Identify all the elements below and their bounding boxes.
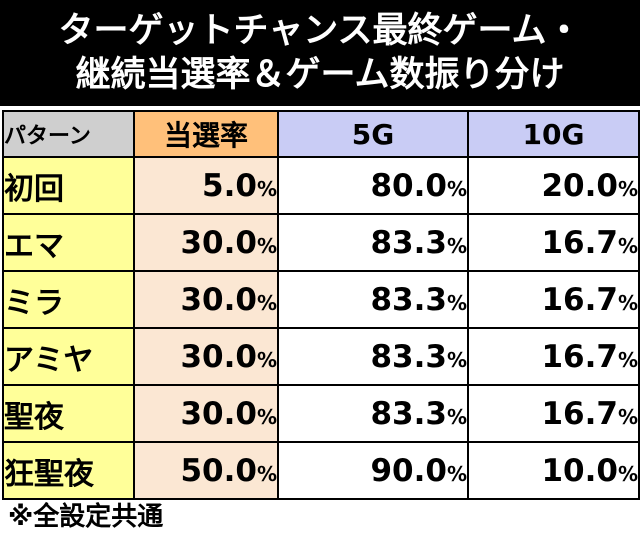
header-pattern: パターン: [2, 110, 135, 158]
page-title: ターゲットチャンス最終ゲーム・ 継続当選率＆ゲーム数振り分け: [0, 0, 640, 106]
pattern-name: エマ: [2, 213, 135, 272]
percent-value: 16.7: [541, 281, 618, 318]
title-line-1: ターゲットチャンス最終ゲーム・: [58, 11, 582, 51]
header-row: パターン 当選率 5G 10G: [2, 110, 640, 158]
table-row: 聖夜 30.0% 83.3% 16.7%: [2, 384, 640, 443]
g10-cell: 16.7%: [467, 384, 640, 443]
table-row: アミヤ 30.0% 83.3% 16.7%: [2, 327, 640, 386]
header-rate: 当選率: [133, 110, 279, 158]
percent-value: 50.0: [180, 452, 257, 489]
percent-unit: %: [256, 176, 277, 201]
percent-unit: %: [617, 347, 638, 372]
g5-cell: 80.0%: [277, 156, 469, 215]
percent-unit: %: [256, 347, 277, 372]
pattern-name: 狂聖夜: [2, 441, 135, 500]
title-line-2: 継続当選率＆ゲーム数振り分け: [75, 55, 565, 95]
percent-value: 80.0: [370, 167, 447, 204]
table-row: エマ 30.0% 83.3% 16.7%: [2, 213, 640, 272]
percent-value: 20.0: [541, 167, 618, 204]
g10-cell: 16.7%: [467, 213, 640, 272]
percent-unit: %: [256, 461, 277, 486]
percent-value: 10.0: [541, 452, 618, 489]
percent-value: 90.0: [370, 452, 447, 489]
g5-cell: 83.3%: [277, 384, 469, 443]
table-row: 狂聖夜 50.0% 90.0% 10.0%: [2, 441, 640, 500]
g10-cell: 16.7%: [467, 270, 640, 329]
win-rate-cell: 5.0%: [133, 156, 279, 215]
percent-value: 16.7: [541, 224, 618, 261]
win-rate-cell: 30.0%: [133, 384, 279, 443]
footnote: ※全設定共通: [8, 502, 164, 532]
pattern-name: 初回: [2, 156, 135, 215]
g5-cell: 90.0%: [277, 441, 469, 500]
percent-unit: %: [617, 176, 638, 201]
percent-value: 16.7: [541, 395, 618, 432]
percent-value: 30.0: [180, 224, 257, 261]
win-rate-cell: 30.0%: [133, 213, 279, 272]
percent-unit: %: [617, 290, 638, 315]
win-rate-cell: 50.0%: [133, 441, 279, 500]
g10-cell: 20.0%: [467, 156, 640, 215]
percent-unit: %: [446, 461, 467, 486]
percent-value: 30.0: [180, 338, 257, 375]
percent-value: 16.7: [541, 338, 618, 375]
g10-cell: 16.7%: [467, 327, 640, 386]
percent-unit: %: [256, 404, 277, 429]
percent-unit: %: [256, 233, 277, 258]
table-row: 初回 5.0% 80.0% 20.0%: [2, 156, 640, 215]
pattern-name: 聖夜: [2, 384, 135, 443]
percent-unit: %: [446, 404, 467, 429]
rate-table: パターン 当選率 5G 10G 初回 5.0% 80.0% 20.0% エマ 30.0% 8…: [2, 110, 640, 500]
table-row: ミラ 30.0% 83.3% 16.7%: [2, 270, 640, 329]
percent-unit: %: [446, 290, 467, 315]
percent-unit: %: [617, 233, 638, 258]
percent-value: 30.0: [180, 281, 257, 318]
percent-unit: %: [446, 347, 467, 372]
g5-cell: 83.3%: [277, 270, 469, 329]
g5-cell: 83.3%: [277, 327, 469, 386]
pattern-name: アミヤ: [2, 327, 135, 386]
percent-value: 30.0: [180, 395, 257, 432]
percent-value: 83.3: [370, 224, 447, 261]
percent-value: 83.3: [370, 338, 447, 375]
percent-value: 83.3: [370, 281, 447, 318]
win-rate-cell: 30.0%: [133, 327, 279, 386]
header-5g: 5G: [277, 110, 469, 158]
pattern-name: ミラ: [2, 270, 135, 329]
percent-unit: %: [617, 404, 638, 429]
percent-value: 83.3: [370, 395, 447, 432]
percent-unit: %: [256, 290, 277, 315]
percent-value: 5.0: [202, 167, 257, 204]
percent-unit: %: [446, 176, 467, 201]
win-rate-cell: 30.0%: [133, 270, 279, 329]
g10-cell: 10.0%: [467, 441, 640, 500]
g5-cell: 83.3%: [277, 213, 469, 272]
percent-unit: %: [617, 461, 638, 486]
header-10g: 10G: [467, 110, 640, 158]
percent-unit: %: [446, 233, 467, 258]
